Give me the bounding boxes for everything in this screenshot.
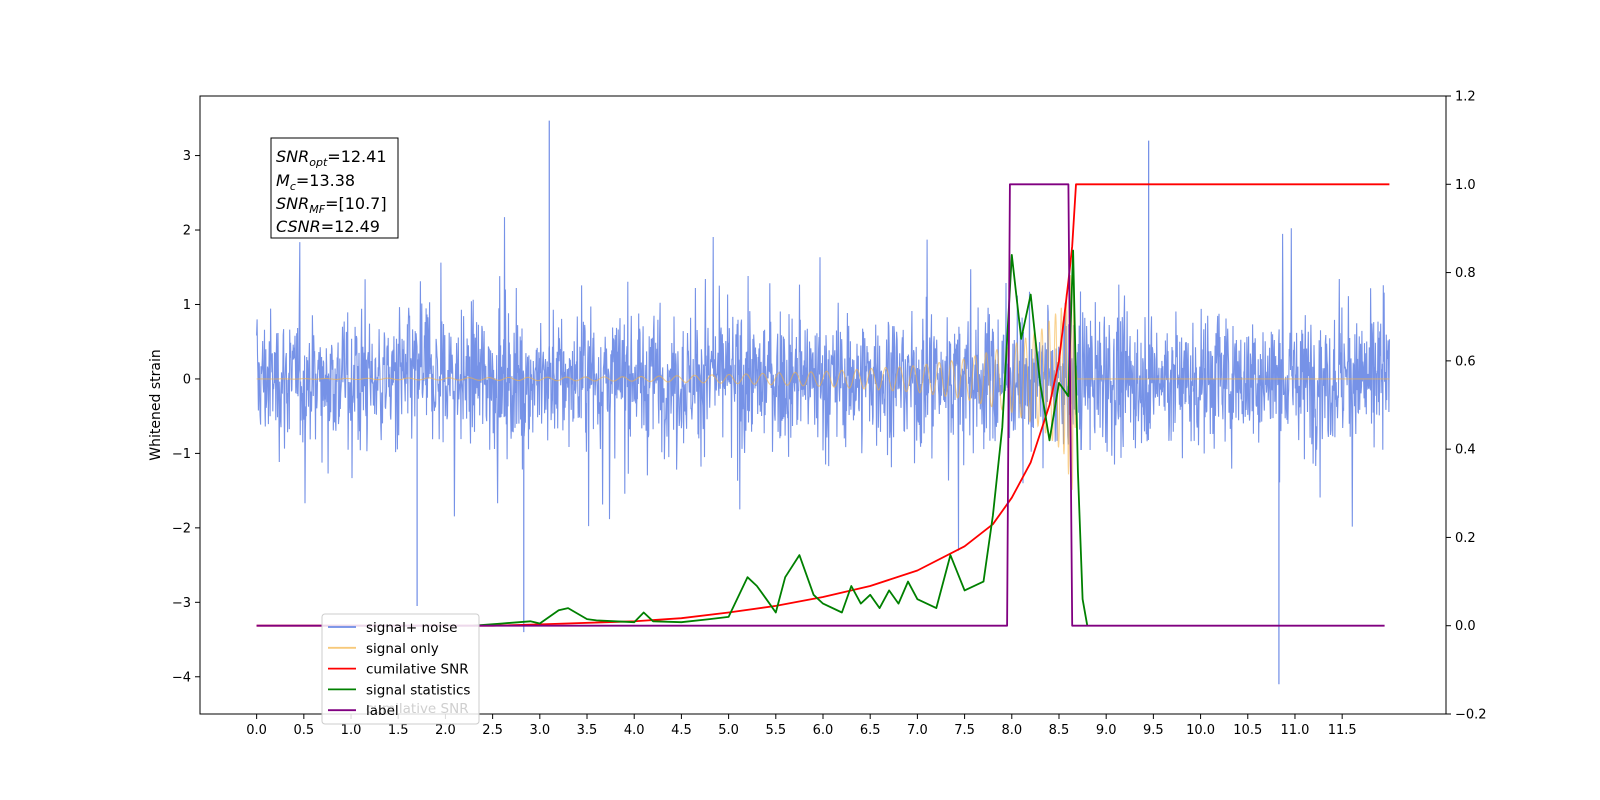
x-tick-label: 10.0 [1186, 723, 1215, 738]
x-tick-label: 8.5 [1049, 723, 1070, 738]
x-tick-label: 1.5 [388, 723, 409, 738]
y2-tick-label: 1.2 [1455, 90, 1476, 105]
series-signal-statistics-line [473, 249, 1089, 627]
legend: cumilative SNR signal+ noise signal only c… [321, 613, 480, 725]
legend-label: signal statistics [366, 682, 470, 698]
x-tick-label: 10.5 [1233, 723, 1262, 738]
y2-tick-label: 0.6 [1455, 354, 1476, 369]
x-tick-label: 6.5 [860, 723, 881, 738]
y2-tick-label: 1.0 [1455, 178, 1476, 193]
legend-label: cumilative SNR [366, 662, 469, 678]
svg-text:cumilative SNR: cumilative SNR [366, 701, 469, 717]
y-tick-label: 1 [183, 298, 191, 313]
y-tick-label: −1 [172, 447, 191, 462]
x-tick-label: 0.0 [246, 723, 267, 738]
legend-label: signal only [366, 641, 439, 657]
x-tick-label: 9.5 [1143, 723, 1164, 738]
x-tick-label: 0.5 [293, 723, 314, 738]
y-tick-label: −4 [172, 670, 191, 685]
legend-label: signal+ noise [366, 620, 457, 636]
x-tick-label: 7.0 [907, 723, 928, 738]
y-tick-label: −3 [172, 596, 191, 611]
snr-mf-annotation: SNRMF=[10.7] [276, 194, 387, 216]
y-axis-right: −0.2 0.0 0.2 0.4 0.6 0.8 1.0 1.2 [1446, 90, 1487, 723]
series-label-line [256, 183, 1385, 627]
series-signal-only-line [256, 274, 1390, 490]
x-tick-label: 2.5 [482, 723, 503, 738]
x-tick-label: 5.0 [718, 723, 739, 738]
x-tick-label: 3.5 [577, 723, 598, 738]
y2-tick-label: 0.0 [1455, 619, 1476, 634]
legend-label: label [366, 703, 399, 719]
y-axis-left: −4 −3 −2 −1 0 1 2 3 [172, 149, 200, 685]
series-layer [256, 120, 1390, 685]
series-signal-noise-line [256, 217, 1390, 551]
x-tick-label: 6.0 [813, 723, 834, 738]
x-tick-label: 11.5 [1328, 723, 1357, 738]
csnr-annotation: CSNR=12.49 [276, 217, 380, 236]
y-tick-label: −2 [172, 521, 191, 536]
x-tick-label: 4.5 [671, 723, 692, 738]
x-tick-label: 8.0 [1001, 723, 1022, 738]
x-tick-label: 11.0 [1280, 723, 1309, 738]
y-tick-label: 0 [183, 372, 191, 387]
y2-tick-label: 0.2 [1455, 531, 1476, 546]
y-tick-label: 3 [183, 149, 191, 164]
x-tick-label: 2.0 [435, 723, 456, 738]
x-tick-label: 4.0 [624, 723, 645, 738]
y2-tick-label: −0.2 [1455, 708, 1487, 723]
x-tick-label: 7.5 [954, 723, 975, 738]
snr-opt-annotation: SNRopt=12.41 [276, 147, 387, 169]
y2-tick-label: 0.8 [1455, 266, 1476, 281]
series-cumulative-snr-line [256, 183, 1390, 627]
x-tick-label: 3.0 [529, 723, 550, 738]
x-tick-label: 1.0 [341, 723, 362, 738]
y-tick-label: 2 [183, 224, 191, 239]
y2-tick-label: 0.4 [1455, 443, 1476, 458]
x-axis: 0.0 0.5 1.0 1.5 2.0 2.5 3.0 3.5 4.0 4.5 5.0 5.5 6.0 6… [246, 714, 1357, 738]
stats-annotation-box: SNRopt=12.41 Mc=13.38 SNRMF=[10.7] CSNR=… [270, 137, 399, 239]
y-axis-label: Whitened strain [148, 349, 164, 460]
x-tick-label: 5.5 [765, 723, 786, 738]
x-tick-label: 9.0 [1096, 723, 1117, 738]
chirp-mass-annotation: Mc=13.38 [276, 171, 355, 193]
